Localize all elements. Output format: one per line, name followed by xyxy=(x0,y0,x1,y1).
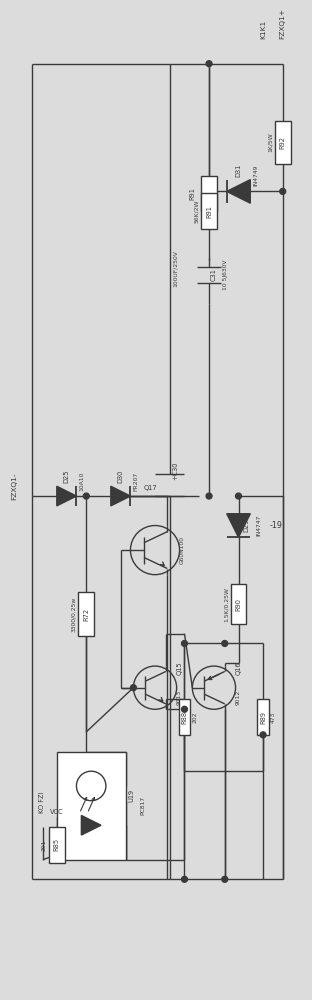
Text: KO FZI: KO FZI xyxy=(39,792,45,813)
Text: 3300/0.25w: 3300/0.25w xyxy=(71,596,76,632)
Text: R72: R72 xyxy=(83,607,89,621)
Circle shape xyxy=(236,493,241,499)
Bar xyxy=(57,752,125,860)
Text: D25: D25 xyxy=(64,470,70,483)
Text: 100UF/250V: 100UF/250V xyxy=(173,251,178,287)
Text: -19: -19 xyxy=(270,521,283,530)
Text: 9012: 9012 xyxy=(236,690,241,705)
Text: PC817: PC817 xyxy=(140,796,145,815)
Bar xyxy=(49,827,65,863)
Text: +C30: +C30 xyxy=(173,461,179,480)
Circle shape xyxy=(222,876,228,882)
Polygon shape xyxy=(111,486,130,506)
Text: Q17: Q17 xyxy=(143,485,157,491)
Polygon shape xyxy=(227,514,250,537)
Bar xyxy=(201,193,217,229)
Circle shape xyxy=(280,188,286,194)
Text: C31: C31 xyxy=(211,269,217,281)
Text: FR207: FR207 xyxy=(134,472,139,491)
Circle shape xyxy=(130,685,136,691)
Text: D31: D31 xyxy=(236,163,241,177)
Text: R85: R85 xyxy=(54,838,60,851)
Polygon shape xyxy=(227,180,250,203)
Circle shape xyxy=(182,876,188,882)
Text: IN4747: IN4747 xyxy=(256,515,261,536)
Text: 10A10: 10A10 xyxy=(79,472,84,491)
Text: R91: R91 xyxy=(206,205,212,218)
Text: Q15: Q15 xyxy=(177,661,183,675)
Circle shape xyxy=(83,493,89,499)
Text: VCC: VCC xyxy=(50,809,64,815)
Text: Q16: Q16 xyxy=(236,661,241,675)
Text: D30: D30 xyxy=(118,470,124,483)
Polygon shape xyxy=(81,815,101,835)
Text: D29: D29 xyxy=(243,519,249,532)
Bar xyxy=(257,699,269,735)
Text: R92: R92 xyxy=(280,136,286,149)
Text: 202: 202 xyxy=(192,711,197,723)
Text: IN4749: IN4749 xyxy=(253,165,258,186)
Bar xyxy=(201,176,217,211)
Polygon shape xyxy=(57,486,76,506)
Text: 10 5J630V: 10 5J630V xyxy=(223,260,228,290)
Text: 1K/5W: 1K/5W xyxy=(268,132,273,152)
Text: U19: U19 xyxy=(129,789,134,802)
Circle shape xyxy=(206,493,212,499)
Circle shape xyxy=(260,732,266,738)
Text: K1K1: K1K1 xyxy=(260,20,266,39)
Circle shape xyxy=(206,61,212,67)
Text: R88: R88 xyxy=(182,711,188,724)
Circle shape xyxy=(222,641,228,646)
Text: G60N100: G60N100 xyxy=(180,536,185,564)
Bar xyxy=(275,121,290,164)
Text: R89: R89 xyxy=(260,711,266,724)
Text: 473: 473 xyxy=(271,711,276,723)
Text: FZXQ1-: FZXQ1- xyxy=(12,472,17,500)
Bar xyxy=(231,584,246,624)
Bar xyxy=(178,699,190,735)
Text: R90: R90 xyxy=(236,598,241,611)
Circle shape xyxy=(182,706,188,712)
Text: FZXQ1+: FZXQ1+ xyxy=(280,8,286,39)
Text: 201: 201 xyxy=(42,839,47,851)
Bar xyxy=(78,592,94,636)
Text: 9013: 9013 xyxy=(177,690,182,705)
Text: 1.5K/0.25W: 1.5K/0.25W xyxy=(224,587,229,622)
Text: 56K/2W: 56K/2W xyxy=(194,199,199,223)
Circle shape xyxy=(182,641,188,646)
Text: R91: R91 xyxy=(189,187,195,200)
